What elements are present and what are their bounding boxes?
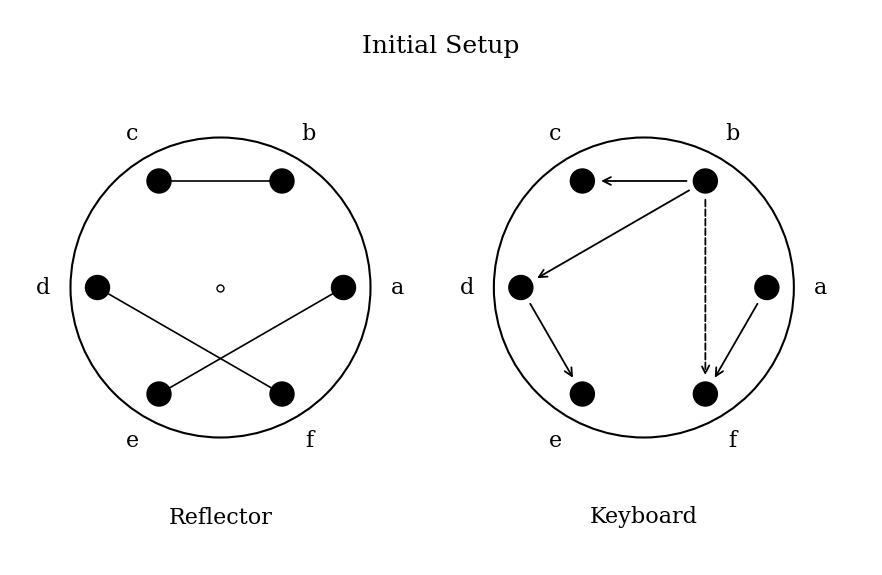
Circle shape — [571, 169, 594, 193]
Text: b: b — [725, 123, 739, 145]
Text: f: f — [729, 430, 736, 452]
Text: f: f — [305, 430, 313, 452]
Circle shape — [509, 275, 533, 300]
Text: e: e — [125, 430, 138, 452]
Circle shape — [332, 275, 355, 300]
Circle shape — [693, 169, 717, 193]
Text: c: c — [126, 123, 138, 145]
Circle shape — [270, 382, 294, 406]
Text: a: a — [814, 277, 827, 298]
Circle shape — [755, 275, 779, 300]
Circle shape — [693, 382, 717, 406]
Text: Keyboard: Keyboard — [590, 507, 698, 528]
Text: b: b — [302, 123, 316, 145]
Circle shape — [571, 382, 594, 406]
Text: d: d — [460, 277, 474, 298]
Text: e: e — [549, 430, 562, 452]
Circle shape — [147, 169, 171, 193]
Circle shape — [86, 275, 109, 300]
Text: Reflector: Reflector — [168, 507, 273, 528]
Text: c: c — [549, 123, 562, 145]
Text: Initial Setup: Initial Setup — [363, 34, 519, 58]
Circle shape — [147, 382, 171, 406]
Circle shape — [270, 169, 294, 193]
Text: d: d — [36, 277, 50, 298]
Text: a: a — [391, 277, 404, 298]
